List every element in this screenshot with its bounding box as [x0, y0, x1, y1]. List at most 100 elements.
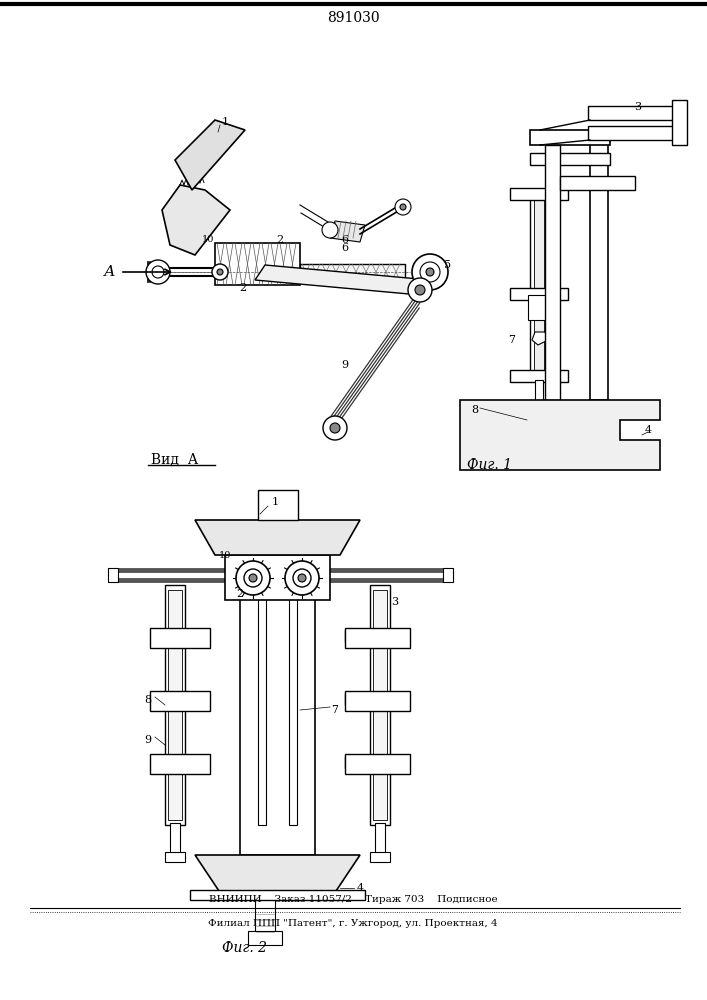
Polygon shape	[532, 332, 548, 345]
Bar	[168, 590, 182, 820]
Polygon shape	[175, 120, 245, 190]
Bar	[375, 823, 385, 855]
Text: 10: 10	[218, 550, 231, 560]
Bar	[165, 852, 185, 862]
Text: 9: 9	[341, 360, 349, 370]
Text: Вид  А: Вид А	[151, 453, 199, 467]
Bar	[590, 140, 608, 400]
Circle shape	[415, 285, 425, 295]
Text: 7: 7	[332, 705, 339, 715]
Bar	[255, 897, 275, 935]
Circle shape	[217, 269, 223, 275]
Text: 6: 6	[341, 235, 349, 245]
Circle shape	[395, 199, 411, 215]
Circle shape	[249, 574, 257, 582]
Bar	[588, 106, 678, 120]
Circle shape	[408, 278, 432, 302]
Bar	[155, 693, 205, 705]
Bar	[443, 568, 453, 582]
Bar	[530, 190, 548, 380]
Text: 7: 7	[508, 335, 515, 345]
Text: Фиг. 1: Фиг. 1	[467, 458, 513, 472]
Circle shape	[285, 561, 319, 595]
Text: 2: 2	[276, 235, 284, 245]
Bar	[150, 754, 210, 774]
Text: Фиг. 2: Фиг. 2	[223, 941, 267, 955]
Bar	[345, 754, 410, 774]
Text: ВНИИПИ    Заказ 11057/2    Тираж 703    Подписное: ВНИИПИ Заказ 11057/2 Тираж 703 Подписное	[209, 896, 497, 904]
Text: 891030: 891030	[327, 11, 380, 25]
Text: 8: 8	[472, 405, 479, 415]
Text: А: А	[104, 265, 116, 279]
Bar	[170, 823, 180, 855]
Polygon shape	[195, 520, 360, 555]
Bar	[345, 756, 400, 768]
Bar	[300, 264, 405, 280]
Bar	[258, 520, 266, 825]
Circle shape	[146, 260, 170, 284]
Bar	[370, 852, 390, 862]
Circle shape	[293, 569, 311, 587]
Bar	[534, 190, 544, 380]
Circle shape	[412, 254, 448, 290]
Bar	[190, 890, 365, 900]
Bar	[510, 370, 568, 382]
Text: 1: 1	[221, 117, 228, 127]
Text: 4: 4	[356, 883, 363, 893]
Circle shape	[420, 262, 440, 282]
Bar	[530, 130, 610, 145]
Bar	[345, 691, 410, 711]
Bar	[225, 555, 330, 600]
Bar	[108, 568, 118, 582]
Text: 9: 9	[144, 735, 151, 745]
Bar	[345, 628, 410, 648]
Circle shape	[298, 574, 306, 582]
Bar	[150, 628, 210, 648]
Bar	[560, 176, 635, 190]
Bar	[588, 126, 678, 140]
Text: Филиал ППП "Патент", г. Ужгород, ул. Проектная, 4: Филиал ППП "Патент", г. Ужгород, ул. Про…	[208, 920, 498, 928]
Text: 1: 1	[271, 497, 279, 507]
Bar	[527, 413, 551, 425]
Text: 2: 2	[240, 283, 247, 293]
Bar	[535, 380, 543, 465]
Text: 8: 8	[144, 695, 151, 705]
Polygon shape	[195, 855, 360, 900]
Text: 2: 2	[236, 589, 244, 599]
Bar	[215, 243, 300, 285]
Bar	[345, 693, 400, 705]
Bar	[373, 590, 387, 820]
Circle shape	[322, 222, 338, 238]
Text: 6: 6	[341, 243, 349, 253]
Circle shape	[426, 268, 434, 276]
Bar	[545, 145, 560, 400]
Bar	[528, 295, 550, 320]
Circle shape	[244, 569, 262, 587]
Circle shape	[330, 423, 340, 433]
Bar	[370, 585, 390, 825]
Text: 5: 5	[445, 260, 452, 270]
Circle shape	[236, 561, 270, 595]
Bar	[345, 630, 400, 642]
Polygon shape	[330, 221, 365, 242]
Circle shape	[212, 264, 228, 280]
Bar	[165, 585, 185, 825]
Bar	[510, 188, 568, 200]
Bar	[155, 630, 205, 642]
Bar	[672, 100, 687, 145]
Text: 4: 4	[645, 425, 652, 435]
Circle shape	[323, 416, 347, 440]
Bar	[155, 756, 205, 768]
Circle shape	[152, 266, 164, 278]
Bar	[510, 288, 568, 300]
Polygon shape	[460, 400, 660, 470]
Text: 3: 3	[634, 102, 641, 112]
Bar	[248, 931, 282, 945]
Polygon shape	[162, 185, 230, 255]
Polygon shape	[255, 265, 430, 295]
Bar	[150, 691, 210, 711]
Bar	[530, 153, 610, 165]
Bar	[258, 490, 298, 520]
Circle shape	[400, 204, 406, 210]
Bar	[240, 545, 315, 855]
